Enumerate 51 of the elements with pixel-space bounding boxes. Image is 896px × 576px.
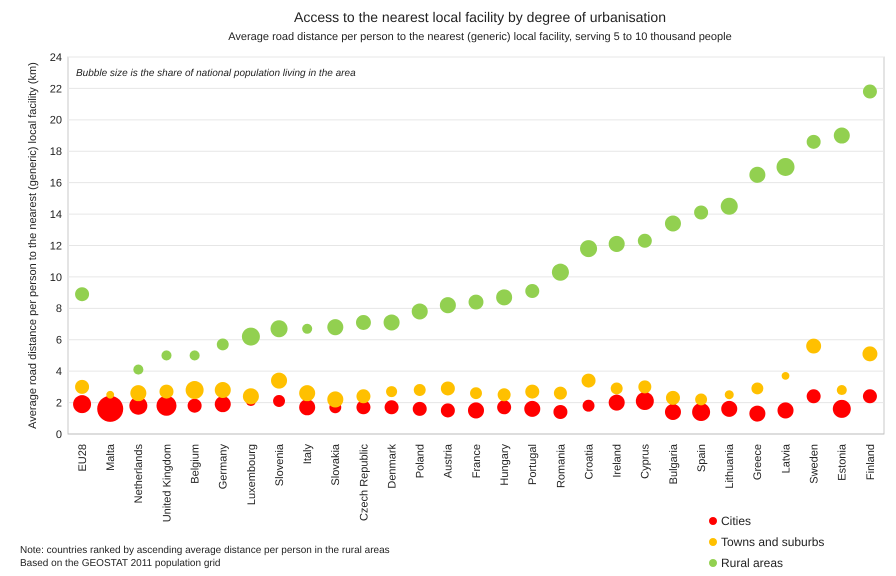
legend-label: Towns and suburbs [721,535,824,550]
x-tick-label: Croatia [583,443,596,480]
x-tick-label: Bulgaria [668,443,680,484]
x-tick-label: Greece [752,444,764,480]
y-tick-label: 12 [50,240,62,252]
y-tick-label: 20 [50,114,62,127]
x-tick-label: Czech Republic [358,444,370,522]
x-tick-label: Netherlands [133,444,146,504]
y-tick-label: 4 [56,366,62,378]
y-tick-label: 24 [50,52,62,64]
x-tick-label: Sweden [808,444,821,484]
x-tick-label: Hungary [498,444,511,486]
x-tick-label: Germany [218,444,230,490]
x-tick-label: France [470,444,483,478]
x-tick-label: Malta [105,443,118,471]
annotation: Bubble size is the share of national population living in the area [76,68,356,79]
x-tick-label: Cyprus [640,444,652,479]
y-tick-label: 0 [56,428,62,441]
legend-label: Cities [721,514,752,528]
x-tick-label: Italy [302,444,314,464]
x-tick-label: Romania [555,443,568,488]
x-tick-label: Lithuania [724,443,736,489]
y-tick-label: 22 [50,83,62,96]
x-tick-label: Belgium [189,444,202,484]
x-tick-label: Slovakia [330,443,342,486]
x-tick-label: Ireland [612,444,624,478]
x-tick-label: Slovenia [274,443,286,486]
y-tick-label: 18 [50,146,62,158]
x-tick-label: Spain [696,444,708,472]
text: Note: countries ranked by ascending average distance per person in the rural areas [20,545,390,556]
x-tick-label: Denmark [386,444,398,489]
y-tick-label: 2 [56,397,62,410]
x-tick-label: Austria [442,443,455,478]
y-tick-label: 8 [56,303,62,316]
chart-title: Access to the nearest local facility by degree of urbanisation [294,9,666,25]
y-tick-label: 14 [50,208,62,221]
x-tick-label: Finland [864,444,877,480]
text: Based on the GEOSTAT 2011 population grid [20,558,220,569]
x-tick-label: United Kingdom [161,444,174,522]
legend-label: Rural areas [721,556,784,570]
x-tick-label: Luxembourg [246,444,258,506]
y-tick-label: 16 [50,178,62,190]
x-tick-label: EU28 [76,444,89,472]
x-tick-label: Latvia [780,443,792,474]
x-tick-label: Estonia [836,443,849,481]
y-tick-label: 6 [56,334,62,347]
x-tick-label: Portugal [527,444,540,485]
chart-subtitle: Average road distance per person to the nearest (generic) local facility, serving 5 to 10 thousand people [228,31,732,43]
y-axis-title: Average road distance per person to the nearest (generic) local facility (km) [27,62,39,429]
y-tick-label: 10 [50,272,62,284]
x-tick-label: Poland [414,444,427,478]
